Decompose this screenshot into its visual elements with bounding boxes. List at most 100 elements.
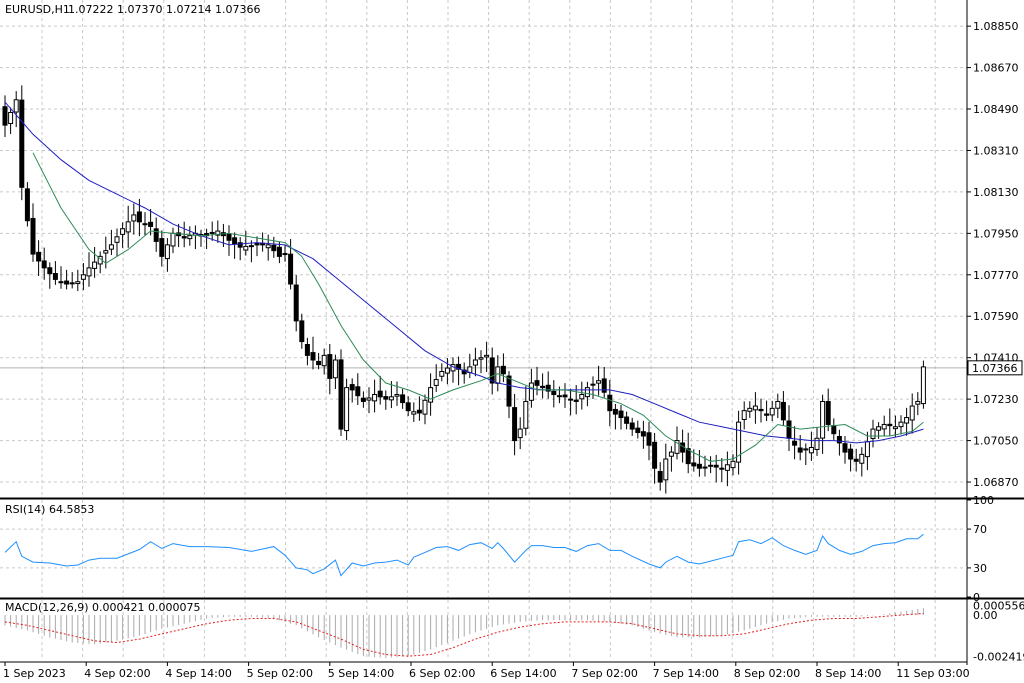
candle-bear [299,320,305,343]
candle-bear [708,464,714,467]
candle-bear [47,267,53,275]
candle-bear [288,253,294,285]
candle-bull [556,395,562,398]
candle-bear [601,378,607,393]
candle-bull [92,261,98,269]
price-tick-label: 1.08670 [973,62,1019,75]
candle-bull [674,440,680,454]
candle-bear [237,242,243,248]
candle-bull [568,398,574,401]
candle-bull [13,99,19,113]
time-tick-label: 6 Sep 02:00 [409,667,475,680]
candle-bear [562,394,568,398]
candle-bear [159,238,165,257]
candle-bull [80,274,86,280]
candle-bear [764,413,770,416]
fast-ma-line [32,152,924,462]
candle-bear [52,272,58,280]
candle-bull [472,359,478,366]
candle-bull [859,453,865,464]
candle-bear [209,231,215,234]
candle-bear [2,106,8,126]
candle-bull [808,446,814,454]
candle-bear [848,448,854,460]
price-tick-label: 1.07230 [973,393,1019,406]
candle-bull [243,245,249,251]
candle-bear [887,423,893,427]
time-tick-label: 1 Sep 2023 [3,667,66,680]
macd-tick-label: 0.00 [973,609,998,622]
candle-bear [842,443,848,453]
candle-bull [495,366,501,384]
candle-bull [478,357,484,360]
candle-bear [836,435,842,444]
candle-bull [120,228,126,235]
candle-bull [752,405,758,411]
candle-bear [181,236,187,239]
candles [2,85,926,494]
candle-bear [624,416,630,424]
candle-bull [814,437,820,450]
candle-bear [500,365,506,375]
candle-bear [360,397,366,402]
price-tick-label: 1.07770 [973,269,1019,282]
candle-bull [730,460,736,469]
candle-bear [148,221,154,227]
macd-title: MACD(12,26,9) 0.000421 0.000075 [5,601,201,614]
macd-histogram [4,608,924,658]
rsi-line [4,533,924,577]
candle-bear [405,402,411,412]
candle-bear [551,390,557,396]
rsi-tick-label: 30 [973,562,987,575]
candle-bear [327,354,333,379]
candle-bear [489,357,495,384]
current-price-box [967,360,1023,376]
candle-bear [316,360,322,366]
candle-bull [8,111,14,124]
candle-bear [282,253,288,256]
candle-bull [332,359,338,379]
candle-bull [724,464,730,471]
candle-bear [792,440,798,446]
candle-bear [293,284,299,322]
candle-bear [36,251,42,262]
candle-bear [629,422,635,430]
candle-bear [142,223,148,226]
candle-bear [646,432,652,446]
candle-bull [579,394,585,400]
candle-bear [30,217,36,255]
candle-bull [523,400,529,429]
candle-bear [271,244,277,252]
candle-bear [780,401,786,421]
candle-bear [713,464,719,468]
time-tick-label: 8 Sep 02:00 [734,667,800,680]
rsi-tick-label: 70 [973,523,987,536]
candle-bear [276,246,282,257]
time-tick-label: 7 Sep 02:00 [571,667,637,680]
price-tick-label: 1.06870 [973,476,1019,489]
macd-tick-label: -0.002419 [973,651,1024,664]
candle-bear [685,448,691,465]
time-tick-label: 4 Sep 02:00 [84,667,150,680]
candle-bear [254,243,260,246]
candle-bull [58,281,64,284]
candle-bear [825,401,831,425]
candle-bull [69,282,75,285]
candle-bull [422,399,428,415]
candle-bull [428,387,434,403]
candle-bear [461,369,467,375]
candle-bear [304,343,310,356]
candle-bull [411,411,417,415]
price-tick-label: 1.08130 [973,186,1019,199]
rsi-title: RSI(14) 64.5853 [5,503,95,516]
candle-bull [741,410,747,420]
price-tick-label: 1.08490 [973,103,1019,116]
price-tick-label: 1.08850 [973,20,1019,33]
candle-bull [920,366,926,405]
candle-bull [388,396,394,401]
candle-bull [775,400,781,409]
candle-bear [377,390,383,398]
candle-bear [349,384,355,391]
time-tick-label: 5 Sep 02:00 [247,667,313,680]
